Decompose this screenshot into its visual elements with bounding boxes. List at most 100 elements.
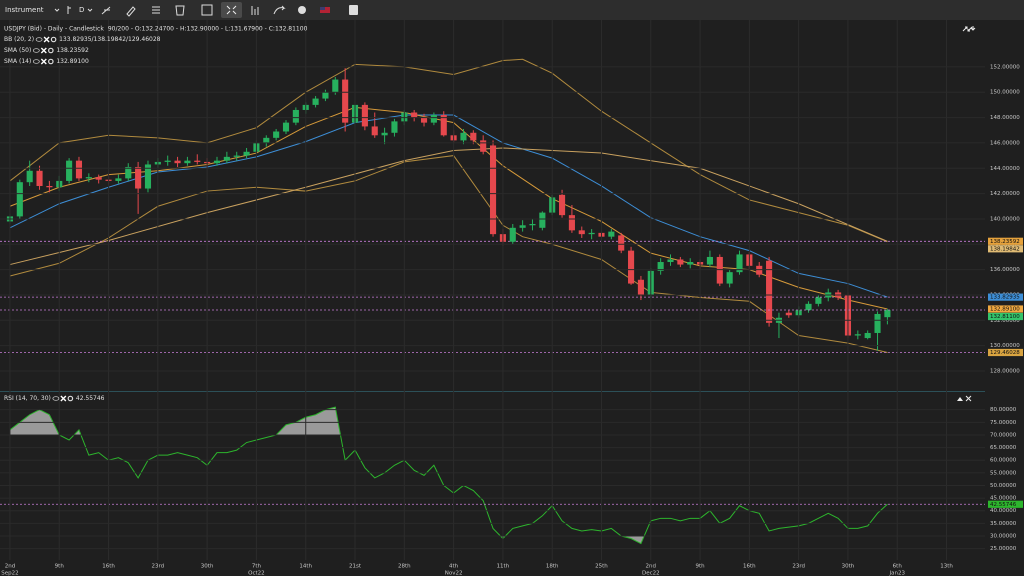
x-tick-label: 7th: [252, 564, 262, 570]
share-icon[interactable]: [273, 5, 286, 15]
x-tick-label: 2nd: [646, 564, 656, 570]
crosshair-icon: [226, 5, 237, 15]
caret: [54, 8, 60, 12]
close-pane-icon[interactable]: [965, 395, 972, 402]
study-value: 133.82935/138.19842/129.46028: [59, 36, 161, 43]
candle-body: [391, 121, 398, 133]
candle-body: [282, 122, 290, 132]
candle-body: [342, 79, 349, 123]
visibility-icon[interactable]: [52, 396, 60, 401]
candle-body: [815, 297, 822, 304]
indicator-line: [9, 58, 888, 243]
delete-tool[interactable]: [175, 5, 185, 16]
rsi-name: RSI (14, 70, 30): [4, 395, 51, 402]
maximize-icon[interactable]: [962, 26, 973, 32]
price-tag-label: 132.89100: [990, 307, 1020, 313]
candle-body: [371, 126, 378, 136]
instrument-button[interactable]: Instrument: [5, 6, 44, 14]
remove-icon[interactable]: [40, 58, 47, 65]
remove-icon[interactable]: [40, 47, 47, 54]
candle-body: [420, 117, 428, 123]
x-tick-label: 6th: [893, 564, 903, 570]
month-label: Dec22: [642, 571, 660, 576]
price-tag: [988, 245, 1023, 253]
candle-body: [677, 259, 684, 265]
candle-body: [66, 160, 73, 181]
price-tag: [988, 237, 1023, 245]
candle-body: [588, 232, 595, 235]
candle-body: [667, 259, 674, 263]
candle-body: [657, 262, 664, 271]
interval-button[interactable]: D: [79, 6, 84, 14]
candle-body: [46, 185, 53, 188]
price-tag-label: 138.23592: [990, 239, 1020, 245]
menu-icon[interactable]: [349, 5, 358, 15]
candle-body: [628, 250, 635, 284]
caret: [87, 8, 93, 12]
draw-tool[interactable]: [126, 6, 136, 17]
visibility-icon[interactable]: [32, 48, 40, 53]
candle-body: [726, 272, 733, 284]
remove-icon[interactable]: [43, 36, 50, 43]
study-name: BB (20, 2): [4, 36, 34, 43]
candle-body: [706, 256, 713, 265]
toolbar: Instrument D: [0, 0, 1024, 20]
layout-tool[interactable]: [201, 4, 213, 16]
studies-tool[interactable]: [152, 6, 160, 14]
settings-icon[interactable]: [50, 36, 57, 43]
candle-body: [608, 231, 615, 237]
rsi-tick-label: 75.00000: [990, 420, 1017, 426]
rsi-line: [9, 406, 888, 545]
candle-body: [135, 166, 142, 189]
candle-body: [322, 92, 329, 99]
bars-icon[interactable]: [251, 6, 259, 15]
chart-title: USDJPY (Bid) - Daily - Candlestick: [4, 26, 104, 33]
move-up-icon[interactable]: [957, 397, 963, 401]
price-tag: [988, 348, 1023, 357]
visibility-icon[interactable]: [32, 59, 40, 64]
line-tool[interactable]: [101, 6, 111, 15]
x-tick-label: 30th: [201, 564, 214, 570]
study-name: SMA (14): [4, 58, 31, 65]
candle-body: [223, 156, 230, 161]
y-tick-label: 142.00000: [990, 191, 1020, 197]
candle-body: [75, 160, 83, 179]
theme-icon[interactable]: [298, 6, 306, 14]
x-tick-label: 16th: [102, 564, 115, 570]
y-tick-label: 130.00000: [990, 343, 1020, 349]
candle-body: [618, 235, 625, 251]
remove-icon[interactable]: [60, 395, 67, 402]
x-tick-label: 2nd: [5, 564, 15, 570]
visibility-icon[interactable]: [35, 37, 43, 42]
settings-icon[interactable]: [67, 395, 74, 402]
candle-body: [233, 155, 240, 157]
y-tick-label: 144.00000: [990, 166, 1020, 172]
price-tag-label: 129.46028: [990, 350, 1020, 356]
price-tag-label: 133.82935: [990, 295, 1020, 301]
candle-body: [174, 160, 181, 164]
price-tag: [988, 312, 1023, 321]
candle-body: [36, 170, 43, 186]
candle-body: [489, 145, 497, 235]
x-tick-label: 23rd: [792, 564, 805, 570]
settings-icon[interactable]: [48, 47, 54, 54]
candle-body: [85, 177, 92, 179]
candle-body: [529, 224, 536, 226]
candle-body: [430, 115, 437, 123]
candle-body: [716, 256, 723, 284]
settings-icon[interactable]: [48, 58, 54, 65]
candle-body: [460, 132, 467, 141]
chart-type-icon[interactable]: [67, 6, 71, 14]
candle-body: [558, 194, 566, 216]
candle-body: [854, 334, 861, 336]
candle-body: [95, 177, 102, 180]
collapse-icon[interactable]: [970, 26, 976, 31]
crosshair-active[interactable]: [221, 2, 242, 18]
indicator-line: [9, 155, 888, 353]
rsi-tick-label: 35.00000: [990, 521, 1017, 527]
candle-body: [785, 312, 792, 316]
candle-body: [805, 303, 812, 311]
